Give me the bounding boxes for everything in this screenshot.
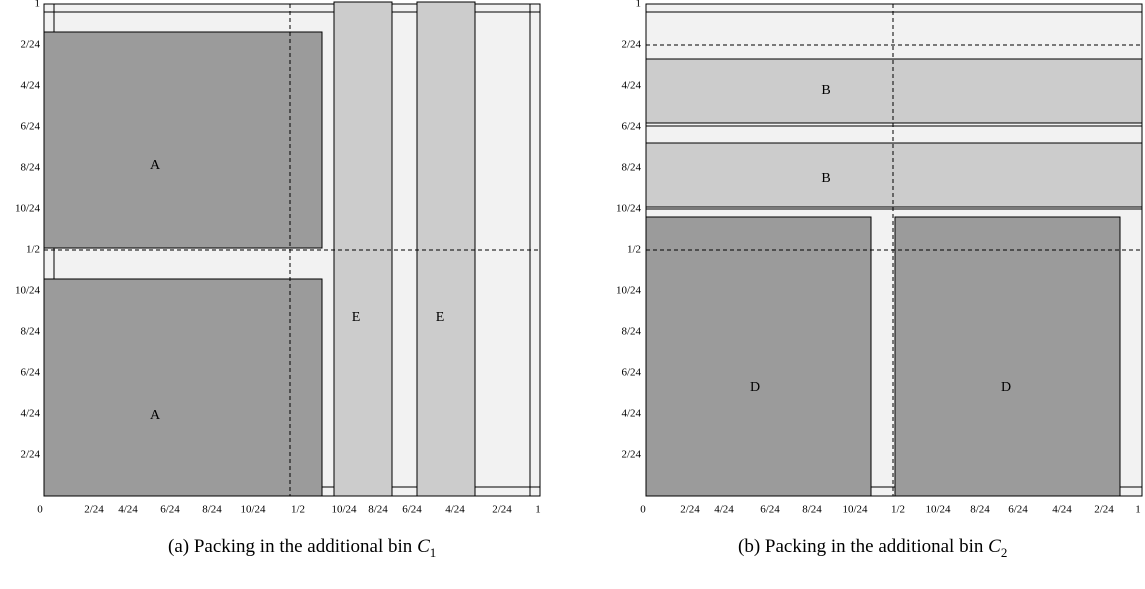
y-tick-b: 2/24 [621,449,641,461]
x-tick-b: 6/24 [760,504,780,516]
caption-b-text: (b) Packing in the additional bin [738,536,989,557]
item-b-label: D [1001,380,1011,395]
y-tick-b: 1/2 [627,244,641,256]
x-tick-a: 2/24 [84,504,104,516]
caption-a-sub: 1 [429,544,437,560]
item-a-label: E [352,310,361,325]
y-tick-b: 6/24 [621,121,641,133]
x-tick-a: 2/24 [492,504,512,516]
x-tick-a: 6/24 [160,504,180,516]
item-a-label: E [436,310,445,325]
y-tick-b: 4/24 [621,408,641,420]
x-tick-b: 1 [1135,504,1141,516]
y-tick-a: 10/24 [15,285,41,297]
caption-a-var: C [417,536,430,557]
x-tick-b: 0 [640,504,646,516]
x-tick-b: 1/2 [891,504,905,516]
y-tick-a: 4/24 [20,80,40,92]
x-tick-b: 8/24 [802,504,822,516]
y-tick-a: 1/2 [26,244,40,256]
x-tick-a: 1/2 [291,504,305,516]
y-tick-a: 2/24 [20,449,40,461]
caption-a-text: (a) Packing in the additional bin [168,536,418,557]
y-tick-a: 6/24 [20,121,40,133]
y-tick-b: 2/24 [621,39,641,51]
item-b-label: B [821,83,830,98]
x-tick-a: 10/24 [240,504,266,516]
y-tick-a: 6/24 [20,367,40,379]
item-a-a-1 [43,31,323,249]
caption-b-sub: 2 [1000,544,1008,560]
x-tick-a: 4/24 [445,504,465,516]
y-tick-a: 10/24 [15,203,41,215]
y-tick-b: 1 [636,0,642,10]
x-tick-b: 4/24 [1052,504,1072,516]
y-tick-b: 4/24 [621,80,641,92]
x-tick-a: 0 [37,504,43,516]
item-b-d-3 [645,216,872,497]
item-b-d-4 [894,216,1121,497]
x-tick-a: 8/24 [202,504,222,516]
x-tick-b: 10/24 [842,504,868,516]
y-tick-a: 8/24 [20,162,40,174]
item-b-b-2 [645,142,1143,208]
x-tick-b: 2/24 [1094,504,1114,516]
y-tick-a: 8/24 [20,326,40,338]
y-tick-b: 10/24 [616,203,642,215]
y-tick-a: 1 [35,0,41,10]
caption-a: (a) Packing in the additional bin C1 [168,536,436,561]
y-tick-b: 6/24 [621,367,641,379]
caption-b: (b) Packing in the additional bin C2 [738,536,1007,561]
x-tick-a: 8/24 [368,504,388,516]
y-tick-b: 10/24 [616,285,642,297]
item-b-b-1 [645,58,1143,124]
x-tick-b: 2/24 [680,504,700,516]
x-tick-a: 4/24 [118,504,138,516]
x-tick-a: 10/24 [331,504,357,516]
y-tick-b: 8/24 [621,162,641,174]
x-tick-a: 1 [535,504,541,516]
item-a-label: A [150,408,161,423]
x-tick-b: 10/24 [925,504,951,516]
item-a-e-3 [333,1,393,497]
item-a-label: A [150,158,161,173]
item-a-a-2 [43,278,323,497]
y-tick-b: 8/24 [621,326,641,338]
caption-b-var: C [988,536,1001,557]
x-tick-b: 8/24 [970,504,990,516]
y-tick-a: 2/24 [20,39,40,51]
item-b-label: B [821,171,830,186]
x-tick-b: 6/24 [1008,504,1028,516]
item-b-label: D [750,380,760,395]
y-tick-a: 4/24 [20,408,40,420]
x-tick-a: 6/24 [402,504,422,516]
item-a-e-4 [416,1,476,497]
x-tick-b: 4/24 [714,504,734,516]
